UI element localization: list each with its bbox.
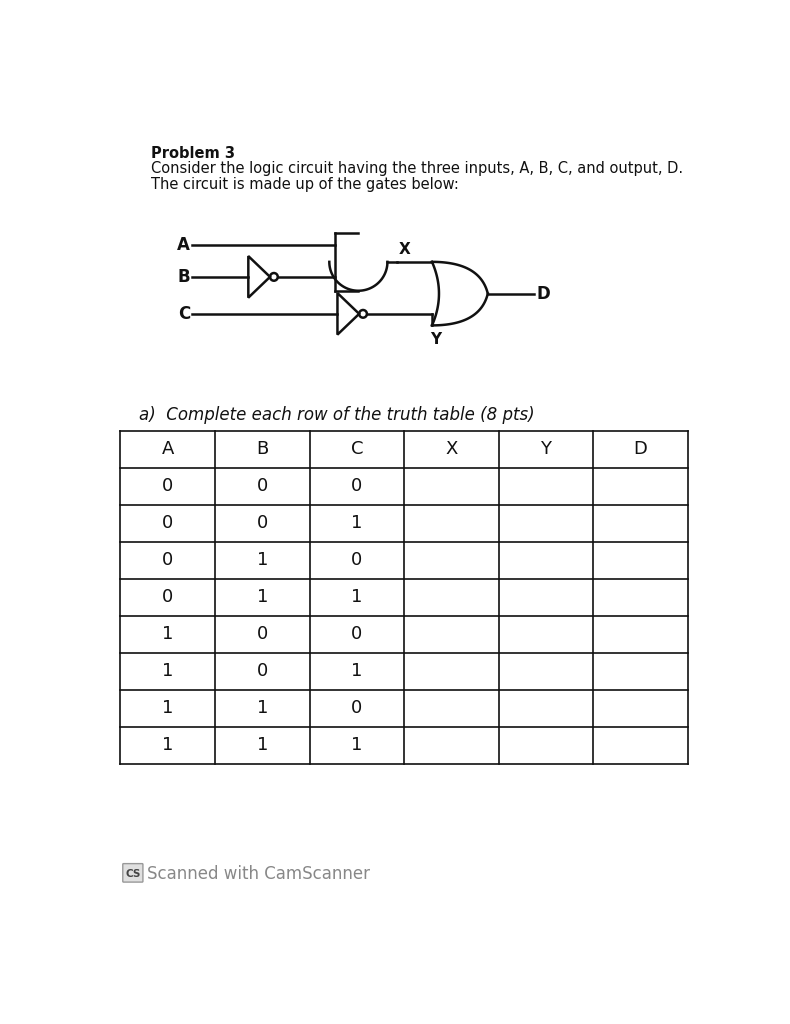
Text: X: X <box>398 242 410 257</box>
Text: A: A <box>161 440 174 459</box>
Text: 0: 0 <box>352 477 363 496</box>
Text: 0: 0 <box>162 514 173 532</box>
Text: 0: 0 <box>162 477 173 496</box>
Text: CS: CS <box>125 868 141 879</box>
Text: 0: 0 <box>352 699 363 717</box>
Text: Scanned with CamScanner: Scanned with CamScanner <box>147 864 370 883</box>
Text: A: A <box>177 236 190 254</box>
FancyBboxPatch shape <box>122 863 143 882</box>
Text: 0: 0 <box>257 477 268 496</box>
Text: 0: 0 <box>352 626 363 643</box>
Text: a)  Complete each row of the truth table (8 pts): a) Complete each row of the truth table … <box>139 407 535 424</box>
Text: 0: 0 <box>162 588 173 606</box>
Text: 1: 1 <box>162 663 174 680</box>
Text: D: D <box>536 285 551 303</box>
Text: D: D <box>634 440 648 459</box>
Text: 0: 0 <box>257 663 268 680</box>
Text: 1: 1 <box>257 736 268 754</box>
Text: 1: 1 <box>351 514 363 532</box>
Text: 1: 1 <box>257 551 268 569</box>
Text: Y: Y <box>431 332 442 347</box>
Text: C: C <box>178 305 190 323</box>
Text: 0: 0 <box>257 514 268 532</box>
Text: B: B <box>178 268 190 286</box>
Text: 1: 1 <box>351 663 363 680</box>
Text: The circuit is made up of the gates below:: The circuit is made up of the gates belo… <box>152 177 459 191</box>
Text: C: C <box>351 440 363 459</box>
Text: 0: 0 <box>162 551 173 569</box>
Text: 1: 1 <box>351 736 363 754</box>
Text: 0: 0 <box>352 551 363 569</box>
Text: 1: 1 <box>162 626 174 643</box>
Text: Y: Y <box>540 440 551 459</box>
Text: X: X <box>446 440 457 459</box>
Text: 1: 1 <box>162 699 174 717</box>
Text: 1: 1 <box>257 588 268 606</box>
Text: 0: 0 <box>257 626 268 643</box>
Text: Problem 3: Problem 3 <box>152 146 235 161</box>
Text: Consider the logic circuit having the three inputs, A, B, C, and output, D.: Consider the logic circuit having the th… <box>152 162 683 176</box>
Text: 1: 1 <box>351 588 363 606</box>
Text: 1: 1 <box>162 736 174 754</box>
Text: B: B <box>256 440 269 459</box>
Text: 1: 1 <box>257 699 268 717</box>
